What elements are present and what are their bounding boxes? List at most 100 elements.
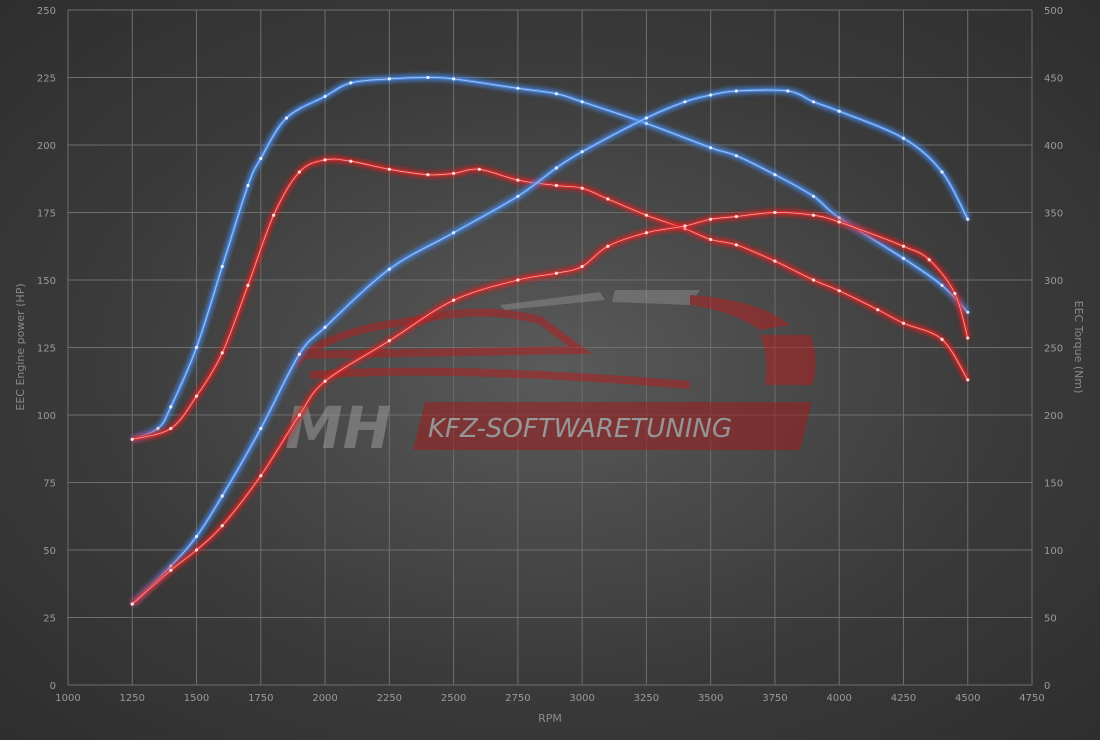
- data-point: [953, 291, 957, 296]
- data-point: [940, 283, 944, 287]
- x-tick-label: 4000: [826, 693, 851, 704]
- grid: [67, 9, 1033, 686]
- data-point: [516, 194, 520, 198]
- data-point: [349, 159, 353, 163]
- data-point: [169, 405, 173, 409]
- x-tick-label: 4250: [891, 693, 916, 704]
- data-point: [323, 94, 327, 98]
- data-point: [284, 116, 289, 120]
- data-point: [194, 548, 199, 552]
- y-right-tick-label: 300: [1044, 276, 1063, 287]
- data-point: [966, 336, 970, 340]
- data-point: [811, 194, 816, 198]
- data-point: [246, 283, 250, 287]
- data-point: [580, 100, 584, 104]
- data-point: [580, 186, 584, 190]
- y-right-tick-label: 250: [1044, 344, 1063, 355]
- data-point: [901, 321, 906, 325]
- data-point: [644, 116, 649, 120]
- data-point: [516, 86, 520, 90]
- data-point: [387, 339, 391, 343]
- series-0: [130, 75, 970, 441]
- data-point: [580, 150, 584, 154]
- data-point: [837, 109, 841, 113]
- data-point: [837, 289, 841, 293]
- data-point: [683, 100, 687, 104]
- data-point: [554, 92, 559, 96]
- data-point: [169, 564, 173, 568]
- x-tick-label: 1000: [55, 693, 80, 704]
- x-tick-label: 4750: [1019, 693, 1044, 704]
- data-point: [683, 224, 687, 228]
- y-left-tick-label: 225: [37, 74, 56, 85]
- data-point: [516, 278, 520, 282]
- data-point: [811, 278, 816, 282]
- data-point: [169, 426, 173, 431]
- data-point: [644, 213, 649, 217]
- data-point: [297, 413, 301, 417]
- data-point: [837, 216, 841, 220]
- x-tick-label: 3250: [634, 693, 659, 704]
- watermark-logo: MH KFZ-SOFTWARETUNING: [285, 290, 816, 462]
- x-axis-label: RPM: [538, 712, 562, 725]
- data-point: [786, 89, 790, 93]
- data-point: [259, 426, 263, 431]
- y-left-tick-label: 0: [50, 681, 56, 692]
- y-left-tick-label: 175: [37, 209, 56, 220]
- data-point: [194, 394, 199, 398]
- data-point: [901, 244, 906, 248]
- y-axis-right-label: EEC Torque (Nm): [1072, 301, 1085, 394]
- data-point: [194, 345, 199, 350]
- data-point: [709, 146, 713, 150]
- y-right-tick-label: 100: [1044, 546, 1063, 557]
- data-point: [220, 264, 224, 269]
- data-point: [811, 100, 816, 104]
- data-point: [940, 337, 944, 341]
- data-point: [966, 310, 970, 314]
- y-right-tick-label: 450: [1044, 74, 1063, 85]
- data-point: [966, 378, 970, 382]
- data-point: [297, 352, 301, 356]
- data-point: [927, 258, 931, 262]
- x-tick-label: 3000: [569, 693, 594, 704]
- series-line-core: [132, 158, 969, 440]
- data-point: [901, 136, 906, 140]
- data-point: [580, 264, 584, 269]
- data-point: [452, 77, 456, 81]
- data-point: [683, 227, 687, 231]
- y-left-tick-label: 125: [37, 344, 56, 355]
- svg-text:KFZ-SOFTWARETUNING: KFZ-SOFTWARETUNING: [428, 414, 732, 444]
- y-right-tick-label: 200: [1044, 411, 1063, 422]
- data-point: [452, 171, 456, 175]
- x-tick-label: 2000: [312, 693, 337, 704]
- data-point: [734, 214, 738, 219]
- data-point: [194, 534, 199, 539]
- series-1: [130, 157, 970, 441]
- data-point: [387, 77, 391, 81]
- data-point: [323, 158, 327, 162]
- y-left-tick-label: 200: [37, 141, 56, 152]
- x-tick-label: 2250: [377, 693, 402, 704]
- x-tick-label: 4500: [955, 693, 980, 704]
- data-point: [426, 75, 430, 80]
- x-tick-label: 1250: [120, 693, 145, 704]
- data-point: [156, 426, 160, 431]
- x-tick-label: 3500: [698, 693, 723, 704]
- data-point: [220, 494, 224, 498]
- data-point: [220, 351, 224, 355]
- data-point: [773, 210, 777, 215]
- y-left-tick-label: 50: [43, 546, 56, 557]
- y-right-tick-label: 0: [1044, 681, 1050, 692]
- y-left-tick-label: 150: [37, 276, 56, 287]
- y-right-tick-label: 350: [1044, 209, 1063, 220]
- y-axis-left-label: EEC Engine power (HP): [14, 283, 27, 410]
- data-point: [734, 154, 738, 158]
- data-point: [323, 325, 327, 329]
- series-line-core: [131, 89, 969, 605]
- y-left-tick-label: 25: [43, 614, 56, 625]
- data-point: [516, 178, 520, 182]
- x-tick-label: 3750: [762, 693, 787, 704]
- y-left-tick-label: 250: [37, 6, 56, 17]
- data-point: [349, 81, 353, 85]
